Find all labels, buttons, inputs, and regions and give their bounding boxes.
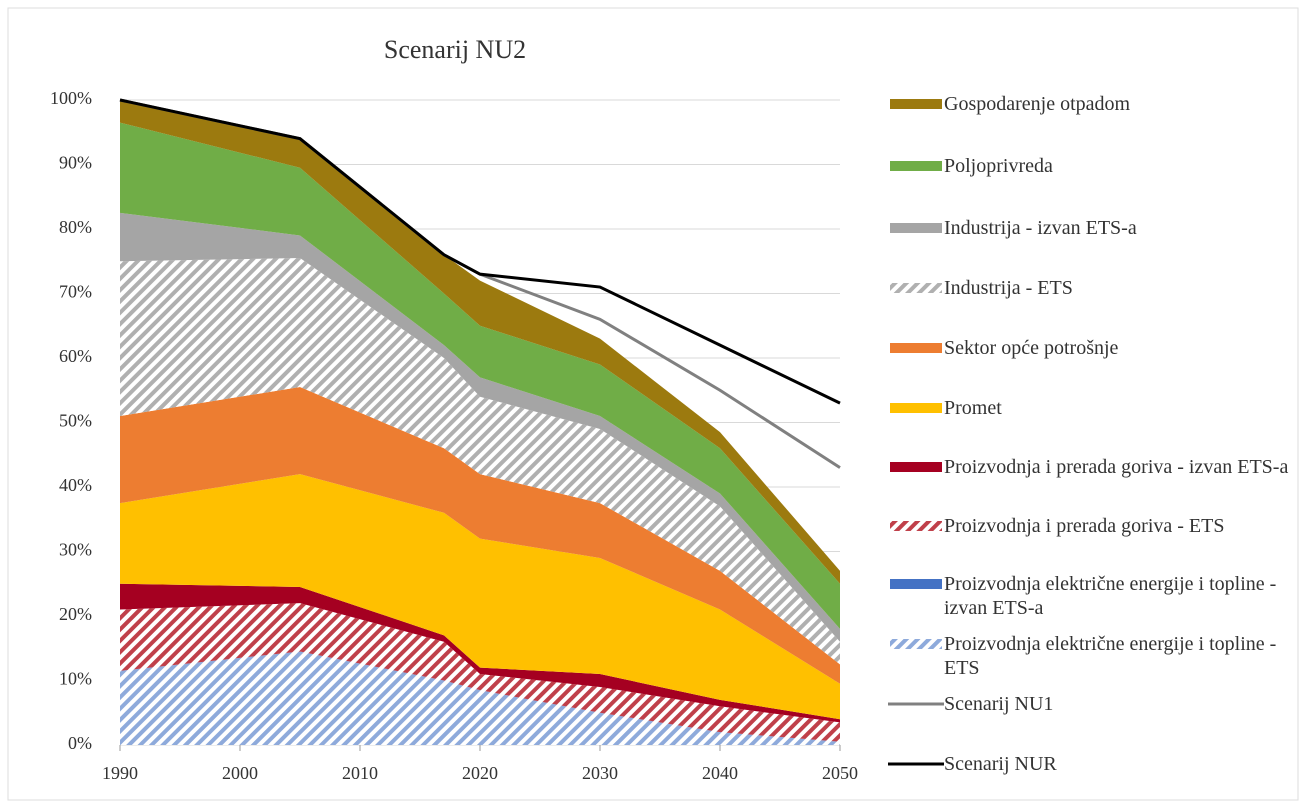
legend-label: Proizvodnja električne energije i toplin… [944,633,1277,679]
legend-patch [890,283,942,293]
legend-item: Poljoprivreda [888,154,1306,178]
legend-swatch [890,521,942,531]
legend-patch [890,223,942,233]
x-tick-label: 2010 [342,763,378,783]
legend-item: Proizvodnja i prerada goriva - ETS [888,514,1306,538]
area [120,122,840,629]
y-tick-label: 60% [59,346,92,366]
legend-patch [890,579,942,589]
x-tick-label: 2050 [822,763,858,783]
legend-label: Proizvodnja i prerada goriva - izvan ETS… [944,456,1289,478]
area [120,474,840,720]
legend-swatch [890,343,942,353]
legend-swatch [890,403,942,413]
y-tick-label: 100% [50,88,92,108]
area [120,387,840,684]
legend-item: Gospodarenje otpadom [888,92,1306,116]
legend-swatch [890,283,942,293]
chart-title: Scenarij NU2 [384,35,526,64]
legend-item: Proizvodnja i prerada goriva - izvan ETS… [888,455,1306,479]
legend-patch [890,639,942,649]
legend-label: Industrija - izvan ETS-a [944,217,1137,239]
legend-label: Scenarij NU1 [944,693,1054,715]
legend-swatch [890,161,942,171]
y-tick-label: 80% [59,217,92,237]
legend-swatch [890,579,942,589]
legend-swatch [890,639,942,649]
legend-label: Proizvodnja i prerada goriva - ETS [944,515,1225,537]
legend-label: Poljoprivreda [944,155,1053,177]
legend-label: Proizvodnja električne energije i toplin… [944,573,1277,619]
legend-item: Industrija - ETS [888,276,1306,300]
y-tick-label: 30% [59,540,92,560]
legend-patch [890,403,942,413]
area [120,603,840,742]
x-tick-label: 2020 [462,763,498,783]
legend-patch [890,99,942,109]
y-tick-label: 10% [59,669,92,689]
legend-label: Scenarij NUR [944,753,1057,775]
legend-label: Promet [944,397,1002,419]
legend-item: Scenarij NUR [888,752,1306,776]
x-tick-label: 2040 [702,763,738,783]
legend-swatch [890,462,942,472]
legend-patch [890,161,942,171]
legend-patch [890,521,942,531]
x-tick-label: 2000 [222,763,258,783]
legend-item: Industrija - izvan ETS-a [888,216,1306,240]
area [120,583,840,723]
y-tick-label: 70% [59,282,92,302]
legend-label: Sektor opće potrošnje [944,337,1119,359]
x-tick-label: 2030 [582,763,618,783]
y-tick-label: 90% [59,153,92,173]
y-tick-label: 40% [59,475,92,495]
legend-label: Gospodarenje otpadom [944,93,1131,115]
area [120,212,840,642]
legend-patch [890,462,942,472]
y-tick-label: 0% [68,733,92,753]
line [119,98,841,405]
legend-item: Promet [888,396,1306,420]
y-tick-label: 20% [59,604,92,624]
legend-swatch [888,702,944,706]
legend-item: Proizvodnja električne energije i toplin… [888,572,1306,620]
legend-item: Scenarij NU1 [888,692,1306,716]
legend-patch [890,343,942,353]
legend-swatch [890,223,942,233]
y-tick-label: 50% [59,411,92,431]
legend-swatch [888,762,944,766]
legend-label: Industrija - ETS [944,277,1073,299]
legend-item: Sektor opće potrošnje [888,336,1306,360]
x-tick-label: 1990 [102,763,138,783]
area [120,651,840,745]
area [120,258,840,665]
frame [7,7,1299,801]
legend: Gospodarenje otpadom Poljoprivreda Industr… [888,0,1306,808]
legend-item: Proizvodnja električne energije i toplin… [888,632,1306,680]
legend-swatch [890,99,942,109]
